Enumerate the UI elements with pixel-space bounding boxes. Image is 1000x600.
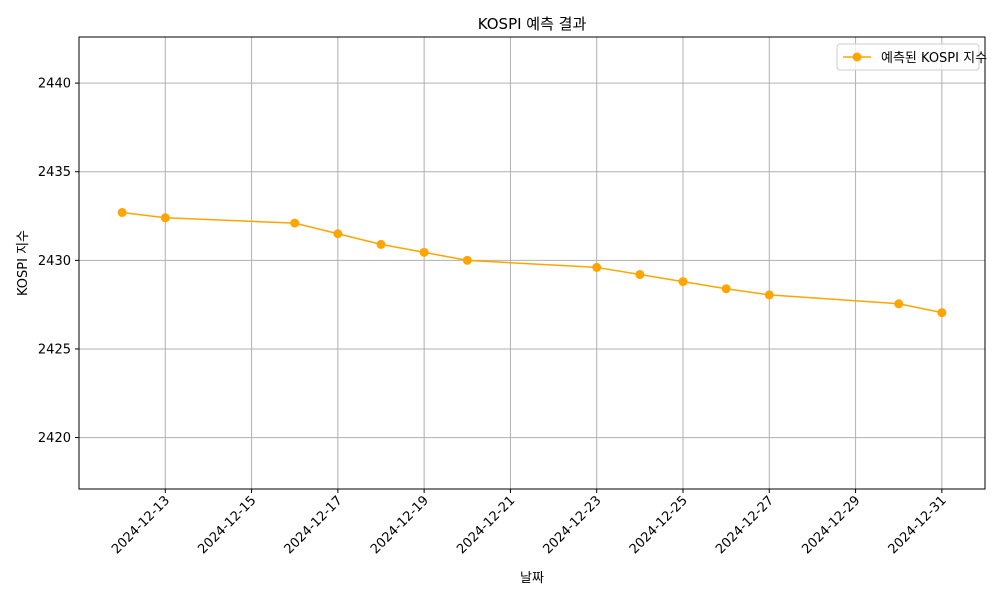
- plot-area-frame: [78, 36, 986, 490]
- y-tick-label: 2425: [38, 342, 71, 357]
- data-point: [117, 207, 127, 217]
- data-point: [419, 247, 429, 257]
- data-point: [894, 299, 904, 309]
- x-tick-label: 2024-12-23: [541, 493, 605, 557]
- data-point: [333, 229, 343, 239]
- data-point: [678, 277, 688, 287]
- x-tick-label: 2024-12-31: [886, 493, 950, 557]
- x-tick-label: 2024-12-29: [799, 493, 863, 557]
- y-tick-label: 2440: [38, 77, 71, 92]
- legend: 예측된 KOSPI 지수: [836, 43, 987, 71]
- data-point: [462, 255, 472, 265]
- y-axis-label: KOSPI 지수: [16, 230, 31, 296]
- x-tick-label: 2024-12-21: [454, 493, 518, 557]
- chart-title: KOSPI 예측 결과: [478, 15, 587, 33]
- x-tick-label: 2024-12-17: [282, 493, 346, 557]
- series-layer: [117, 207, 947, 318]
- legend-box: [836, 43, 980, 71]
- tick-layer: 2024-12-13 2024-12-15 2024-12-17 2024-12-19…: [38, 77, 950, 558]
- series-line: [122, 211, 943, 314]
- y-tick-label: 2435: [38, 165, 71, 180]
- y-tick-label: 2430: [38, 254, 71, 269]
- legend-label: 예측된 KOSPI 지수: [881, 51, 987, 66]
- grid-layer: [79, 37, 985, 489]
- data-point: [937, 308, 947, 318]
- data-point: [592, 262, 602, 272]
- x-tick-label: 2024-12-19: [368, 493, 432, 557]
- data-point: [290, 218, 300, 228]
- x-tick-label: 2024-12-15: [195, 493, 259, 557]
- x-tick-label: 2024-12-25: [627, 493, 691, 557]
- x-axis-label: 날짜: [520, 571, 544, 586]
- y-tick-label: 2420: [38, 431, 71, 446]
- data-point: [635, 270, 645, 280]
- x-tick-label: 2024-12-13: [109, 493, 173, 557]
- x-tick-label: 2024-12-27: [713, 493, 777, 557]
- legend-marker-swatch: [852, 52, 862, 62]
- data-point: [721, 284, 731, 294]
- data-point: [376, 239, 386, 249]
- data-point: [160, 213, 170, 223]
- data-point: [764, 290, 774, 300]
